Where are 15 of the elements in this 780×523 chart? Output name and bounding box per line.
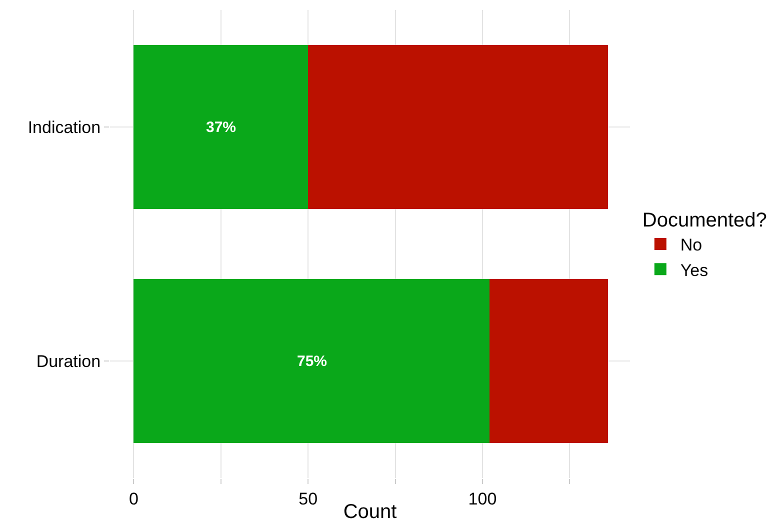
legend-label: Yes <box>680 260 708 280</box>
x-tick-label: 100 <box>468 489 497 508</box>
bar <box>134 45 308 209</box>
x-axis-title: Count <box>343 501 398 523</box>
y-tick-label: Duration <box>36 352 101 371</box>
annotation: 37% <box>206 119 236 136</box>
x-tick-label: 50 <box>298 489 318 508</box>
legend-label: No <box>680 236 702 255</box>
bar <box>134 279 490 443</box>
bar <box>308 45 608 209</box>
y-tick-label: Indication <box>28 118 101 137</box>
bar <box>489 279 608 443</box>
annotation: 75% <box>297 353 328 370</box>
x-tick-label: 0 <box>128 489 138 508</box>
legend-title: Documented? <box>642 210 767 232</box>
